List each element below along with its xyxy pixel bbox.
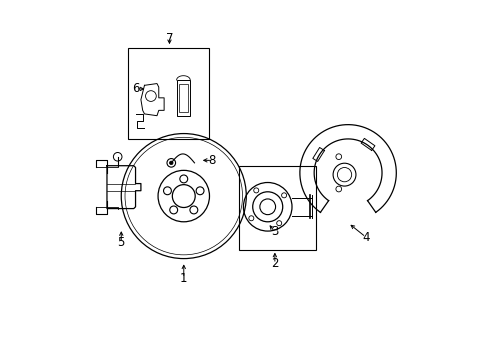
Text: 4: 4 [362,231,369,244]
Text: 2: 2 [270,257,278,270]
Bar [239,166,315,249]
Text: 5: 5 [117,236,125,249]
Bar [179,84,188,112]
Text: 7: 7 [165,32,173,45]
Bar [128,48,208,139]
Text: 8: 8 [208,154,216,167]
Circle shape [169,161,173,165]
Text: 3: 3 [271,225,278,238]
Text: 1: 1 [180,272,187,285]
Text: 6: 6 [132,82,139,95]
Bar [176,80,190,116]
